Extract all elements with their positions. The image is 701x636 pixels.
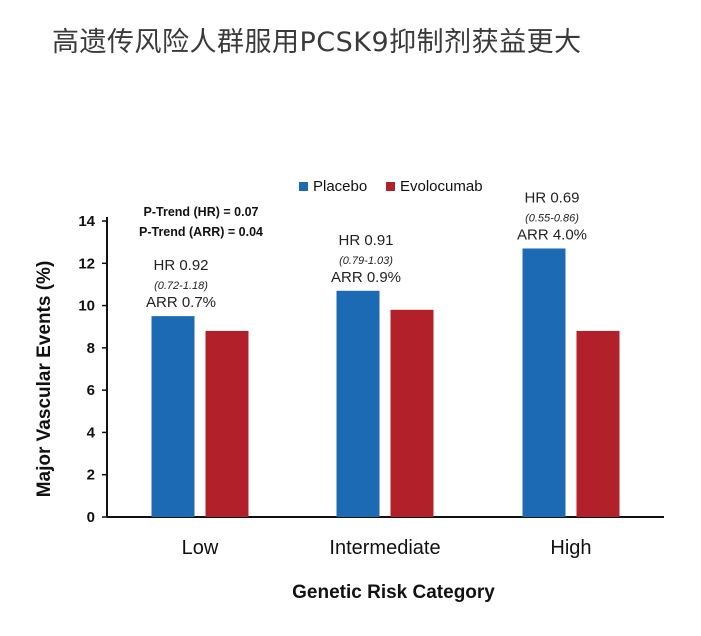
y-tick-label: 12: [78, 255, 95, 272]
legend-swatch-placebo: [299, 182, 308, 191]
ci-annotation: (0.79-1.03): [339, 255, 393, 267]
page-headline: 高遗传风险人群服用PCSK9抑制剂获益更大: [52, 27, 582, 58]
x-category-label: High: [550, 537, 591, 559]
legend-label-evolocumab: Evolocumab: [400, 178, 483, 195]
arr-annotation: ARR 0.7%: [146, 294, 216, 311]
y-axis-label: Major Vascular Events (%): [34, 261, 55, 498]
bar-placebo-intermediate: [336, 290, 380, 517]
arr-annotation: ARR 0.9%: [331, 269, 401, 286]
ci-annotation: (0.55-0.86): [525, 212, 579, 224]
x-axis-label: Genetic Risk Category: [292, 582, 495, 603]
p-trend-arr: P-Trend (ARR) = 0.04: [139, 225, 263, 239]
legend-label-placebo: Placebo: [313, 178, 367, 195]
bar-evolocumab-high: [576, 330, 620, 517]
bar-evolocumab-intermediate: [390, 309, 434, 517]
legend-swatch-evolocumab: [386, 182, 395, 191]
y-tick-label: 0: [87, 509, 95, 526]
hr-annotation: HR 0.92: [153, 257, 208, 274]
hr-annotation: HR 0.69: [524, 189, 579, 206]
x-category-label: Intermediate: [329, 537, 440, 559]
p-trend-hr: P-Trend (HR) = 0.07: [144, 205, 259, 219]
bar-evolocumab-low: [205, 330, 249, 517]
x-category-label: Low: [182, 537, 219, 559]
bar-placebo-low: [151, 316, 195, 517]
ci-annotation: (0.72-1.18): [154, 280, 208, 292]
y-tick-label: 8: [87, 340, 95, 357]
y-tick-label: 2: [87, 467, 95, 484]
y-tick-label: 6: [87, 382, 95, 399]
arr-annotation: ARR 4.0%: [517, 226, 587, 243]
hr-annotation: HR 0.91: [338, 232, 393, 249]
bar-placebo-high: [522, 248, 566, 517]
y-tick-label: 4: [87, 424, 96, 441]
y-tick-label: 10: [78, 298, 95, 315]
y-tick-label: 14: [78, 213, 95, 230]
